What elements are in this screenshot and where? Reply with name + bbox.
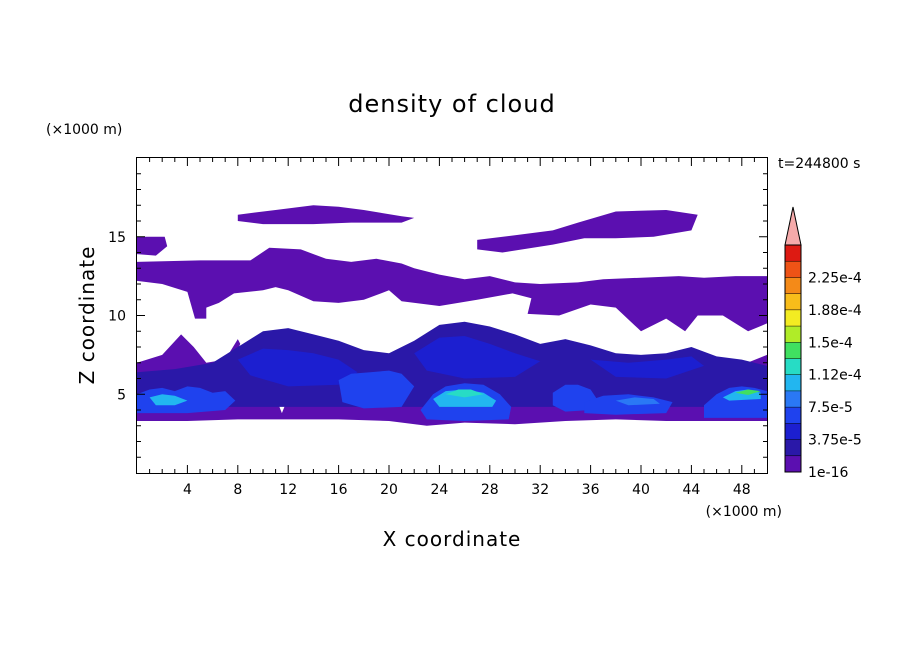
colorbar-swatch <box>785 439 801 457</box>
colorbar-extend-arrow <box>784 206 802 246</box>
y-tick-label: 10 <box>108 309 126 325</box>
colorbar-swatch <box>785 374 801 392</box>
colorbar-tick-label: 1.12e-4 <box>808 368 862 384</box>
colorbar-swatch <box>785 358 801 376</box>
contour-mid_core_west <box>237 348 358 387</box>
colorbar-tick-label: 2.25e-4 <box>808 270 862 286</box>
colorbar-tick-label: 1.5e-4 <box>808 335 853 351</box>
x-tick-label: 40 <box>632 482 650 498</box>
colorbar-tick-label: 1e-16 <box>808 465 848 481</box>
colorbar-swatch <box>785 261 801 278</box>
colorbar-swatch <box>785 390 801 408</box>
x-tick-label: 4 <box>183 482 192 498</box>
contour-left_top_patch <box>137 236 168 256</box>
x-axis-label: X coordinate <box>383 527 522 551</box>
x-tick-label: 8 <box>233 482 242 498</box>
x-tick-label: 28 <box>481 482 499 498</box>
colorbar-swatch <box>785 342 801 359</box>
colorbar-swatch <box>785 309 801 327</box>
x-unit-label: (×1000 m) <box>706 504 782 520</box>
colorbar-swatch <box>785 407 801 424</box>
colorbar-tick-label: 3.75e-5 <box>808 433 862 449</box>
colorbar-swatch <box>785 293 801 311</box>
x-tick-label: 16 <box>330 482 348 498</box>
contour-mid_core_east <box>590 356 704 379</box>
y-tick-label: 5 <box>117 387 126 403</box>
contour-core_west <box>149 394 188 406</box>
colorbar-swatch <box>785 326 801 343</box>
y-unit-label: (×1000 m) <box>46 122 122 138</box>
contour-core_e40 <box>615 397 660 406</box>
x-tick-label: 12 <box>279 482 297 498</box>
chart-title: density of cloud <box>348 90 555 118</box>
y-tick-label: 15 <box>108 230 126 246</box>
contour-upper_cloud_2 <box>477 210 698 253</box>
x-tick-label: 48 <box>733 482 751 498</box>
contour-band_w16 <box>338 370 415 409</box>
colorbar-swatch <box>785 277 801 294</box>
colorbar-tick-label: 1.88e-4 <box>808 303 862 319</box>
contour-fill-layer <box>137 205 767 426</box>
y-axis-label: Z coordinate <box>75 246 99 385</box>
contour-mid_core_center <box>414 336 541 379</box>
contour-core_east_hot <box>735 389 761 395</box>
x-tick-label: 44 <box>682 482 700 498</box>
x-tick-label: 36 <box>582 482 600 498</box>
x-tick-label: 20 <box>380 482 398 498</box>
colorbar-tick-label: 7.5e-5 <box>808 400 853 416</box>
contour-band_west <box>137 386 236 414</box>
contour-upper_cloud_1 <box>237 205 415 225</box>
x-tick-label: 24 <box>430 482 448 498</box>
contour-core_center_hot <box>445 389 484 398</box>
time-label: t=244800 s <box>778 156 860 172</box>
plot-area <box>136 157 768 474</box>
x-tick-label: 32 <box>531 482 549 498</box>
colorbar: 1e-16 3.75e-5 7.5e-5 1.12e-4 1.5e-4 1.88e-4 2.… <box>784 206 862 481</box>
colorbar-swatch <box>785 423 801 440</box>
colorbar-swatch <box>785 245 801 262</box>
colorbar-swatch <box>785 455 801 473</box>
